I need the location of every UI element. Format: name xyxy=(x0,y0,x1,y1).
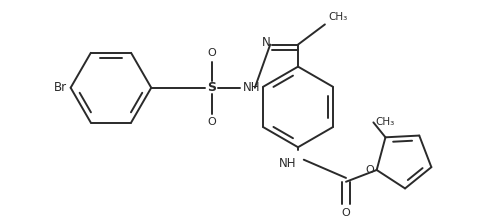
Text: S: S xyxy=(207,81,216,94)
Text: NH: NH xyxy=(279,157,296,170)
Text: CH₃: CH₃ xyxy=(329,11,348,22)
Text: Br: Br xyxy=(54,81,67,94)
Text: O: O xyxy=(365,165,374,175)
Text: O: O xyxy=(207,117,216,127)
Text: CH₃: CH₃ xyxy=(375,117,394,127)
Text: NH: NH xyxy=(243,81,261,94)
Text: N: N xyxy=(262,36,270,49)
Text: O: O xyxy=(342,208,351,218)
Text: O: O xyxy=(207,48,216,58)
